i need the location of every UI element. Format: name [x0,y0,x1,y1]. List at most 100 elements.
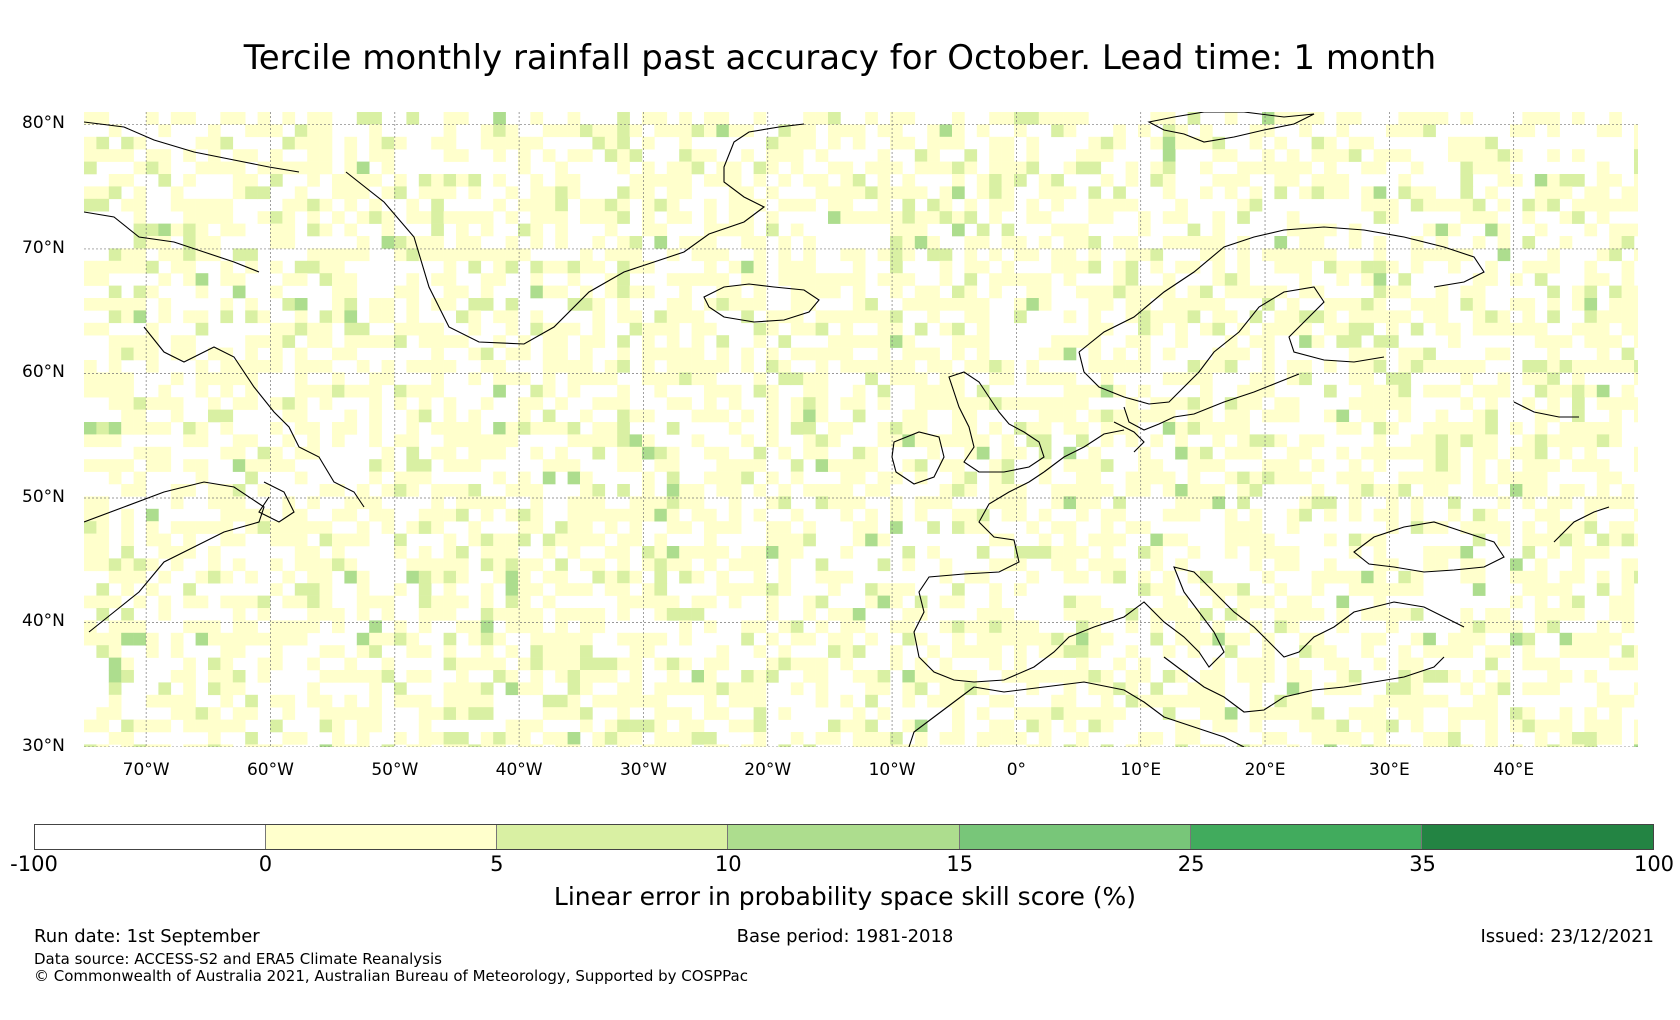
skill-cell [815,347,829,361]
skill-cell [1423,434,1436,448]
skill-cell [902,620,916,634]
skill-cell [431,223,444,237]
skill-cell [778,136,792,150]
skill-cell [493,434,506,448]
skill-cell [1510,707,1523,720]
skill-cell [1026,422,1040,435]
skill-cell [518,248,531,262]
skill-cell [530,744,544,747]
skill-cell [1435,694,1449,708]
skill-cell [1485,397,1498,410]
skill-cell [654,446,668,460]
skill-cell [1076,670,1089,683]
skill-cell [307,694,320,708]
skill-cell [1262,546,1275,559]
skill-cell [480,298,494,311]
skill-cell [1100,384,1114,398]
skill-cell [1274,707,1288,720]
skill-cell [1547,682,1560,696]
skill-cell [1274,236,1288,249]
skill-cell [1088,558,1102,572]
skill-cell [1286,112,1300,125]
skill-cell [307,446,320,460]
skill-cell [1200,632,1213,646]
skill-cell [989,174,1002,187]
skill-cell [1460,546,1474,559]
skill-cell [282,632,296,646]
skill-cell [914,149,928,162]
skill-cell [580,248,593,262]
skill-cell [319,198,333,212]
skill-cell [1200,384,1213,398]
skill-cell [270,558,283,572]
skill-cell [927,360,940,373]
skill-cell [1547,174,1560,187]
skill-cell [1435,434,1449,448]
map-title: Tercile monthly rainfall past accuracy f… [243,38,1437,78]
skill-cell [1584,719,1598,733]
skill-cell [1237,260,1250,274]
skill-cell [108,694,122,708]
skill-cell [418,558,432,572]
skill-cell [803,632,816,646]
skill-cell [939,298,953,311]
skill-cell [1386,310,1399,324]
skill-cell [542,645,556,658]
skill-cell [927,645,940,658]
skill-cell [1609,422,1622,435]
skill-cell [344,570,358,584]
skill-cell [1621,186,1635,200]
skill-cell [381,446,395,460]
skill-cell [728,384,742,398]
skill-cell [121,521,134,534]
longitude-label: 70°W [122,760,170,780]
skill-cell [1311,112,1325,125]
skill-cell [815,273,829,286]
skill-cell [195,521,209,534]
skill-cell [840,471,854,485]
skill-cell [418,694,432,708]
skill-cell [480,347,494,361]
skill-cell [865,459,878,472]
skill-cell [456,496,469,510]
skill-cell [1572,422,1585,435]
skill-cell [505,372,519,386]
skill-cell [679,608,692,621]
skill-cell [604,719,618,733]
skill-cell [642,372,655,386]
skill-cell [890,645,903,658]
skill-cell [183,422,196,435]
skill-cell [1485,384,1498,398]
skill-cell [704,657,717,671]
skill-cell [1361,608,1374,621]
skill-cell [1584,322,1598,336]
skill-cell [1026,136,1040,150]
skill-cell [369,459,382,472]
skill-cell [431,732,444,745]
skill-cell [679,211,692,224]
caspian-coast [1513,401,1610,543]
skill-cell [877,186,891,200]
skill-cell [542,409,556,423]
skill-cell [282,570,296,584]
skill-cell [1286,310,1300,324]
skill-cell [1311,496,1325,510]
skill-cell [1001,533,1015,547]
skill-cell [480,508,494,522]
skill-cell [133,595,147,609]
skill-cell [84,496,97,510]
skill-cell [1262,112,1275,125]
skill-cell [84,459,97,472]
skill-cell [753,645,767,658]
skill-cell [121,136,134,150]
skill-cell [914,409,928,423]
skill-cell [1435,285,1449,299]
skill-cell [133,285,147,299]
skill-cell [741,682,754,696]
skill-cell [1609,310,1622,324]
skill-cell [1138,285,1151,299]
skill-cell [381,459,395,472]
skill-cell [1063,558,1077,572]
skill-cell [332,211,345,224]
skill-cell [133,409,147,423]
